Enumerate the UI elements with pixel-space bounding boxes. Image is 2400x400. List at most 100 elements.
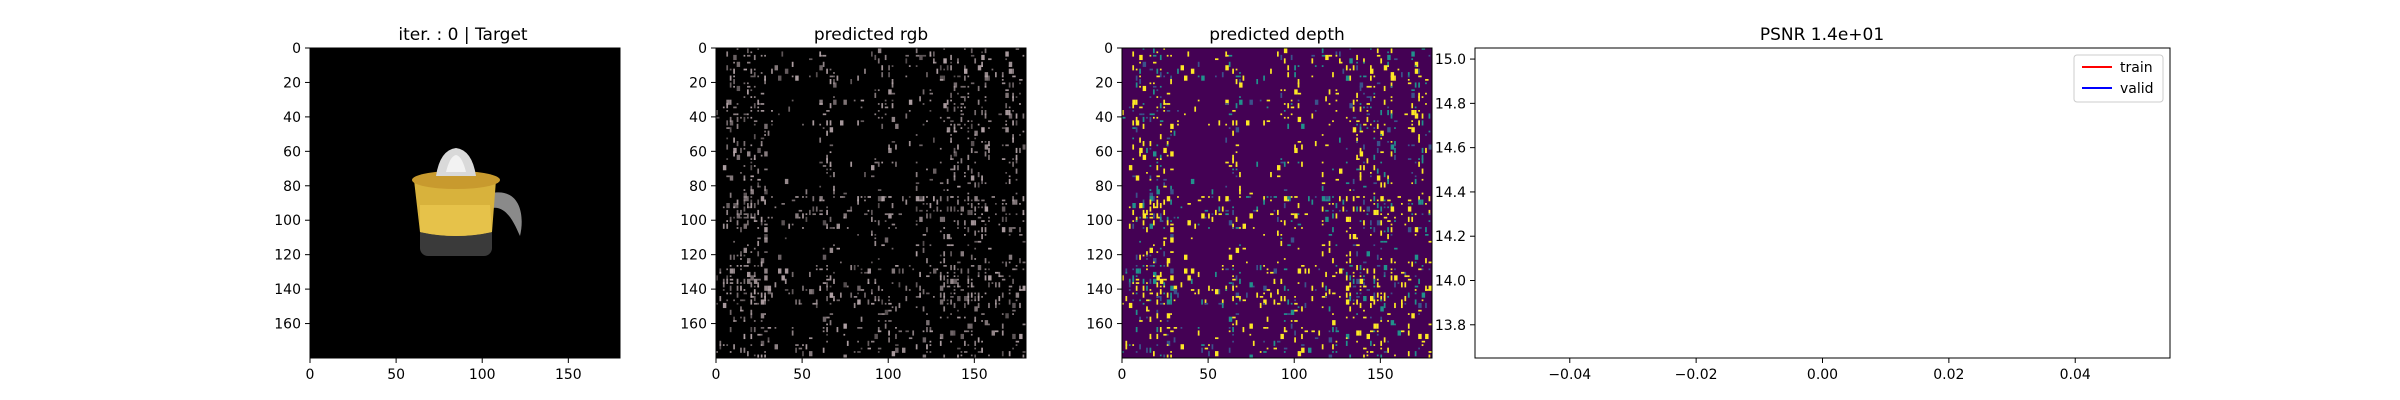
rgb-noise-pixel <box>795 299 797 305</box>
depth-noise-pixel <box>1339 137 1341 143</box>
depth-noise-pixel <box>1339 168 1343 174</box>
depth-noise-pixel <box>1156 175 1160 178</box>
rgb-noise-pixel <box>829 120 832 126</box>
rgb-noise-pixel <box>864 68 866 74</box>
rgb-noise-pixel <box>1008 275 1011 278</box>
depth-noise-pixel <box>1297 82 1300 88</box>
depth-noise-pixel <box>1380 134 1383 136</box>
rgb-noise-pixel <box>736 61 741 67</box>
depth-noise-pixel <box>1349 292 1352 298</box>
rgb-noise-pixel <box>1015 292 1020 298</box>
rgb-noise-pixel <box>757 240 760 247</box>
depth-noise-pixel <box>1387 110 1389 116</box>
depth-noise-pixel <box>1249 354 1253 358</box>
rgb-noise-pixel <box>819 209 823 212</box>
depth-noise-pixel <box>1283 268 1288 271</box>
depth-noise-pixel <box>1235 292 1240 298</box>
depth-noise-pixel <box>1139 61 1141 64</box>
rgb-noise-pixel <box>771 196 773 198</box>
depth-noise-pixel <box>1225 289 1228 291</box>
rgb-noise-pixel <box>1022 354 1025 358</box>
depth-noise-pixel <box>1304 213 1308 216</box>
rgb-noise-pixel <box>984 113 987 119</box>
rgb-noise-pixel <box>760 92 765 95</box>
depth-noise-pixel <box>1232 278 1236 281</box>
depth-noise-pixel <box>1125 271 1128 274</box>
rgb-noise-pixel <box>747 265 749 267</box>
rgb-noise-pixel <box>743 213 747 216</box>
depth-noise-pixel <box>1263 120 1265 126</box>
depth-noise-pixel <box>1149 199 1152 205</box>
rgb-noise-pixel <box>915 206 918 212</box>
rgb-noise-pixel <box>964 96 966 102</box>
rgb-noise-pixel <box>843 216 846 219</box>
depth-noise-pixel <box>1149 299 1152 302</box>
rgb-noise-pixel <box>826 285 828 291</box>
depth-noise-pixel <box>1321 172 1324 178</box>
rgb-noise-pixel <box>939 285 944 291</box>
depth-noise-pixel <box>1135 68 1138 71</box>
depth-noise-pixel <box>1153 261 1155 264</box>
target-ytick-label: 120 <box>274 248 301 264</box>
depth-noise-pixel <box>1366 333 1370 340</box>
depth-noise-pixel <box>1397 68 1400 71</box>
depth-noise-pixel <box>1287 196 1291 202</box>
depth-noise-pixel <box>1401 299 1403 305</box>
depth-noise-pixel <box>1235 75 1240 78</box>
rgb-noise-pixel <box>843 323 847 329</box>
rgb-noise-pixel <box>798 216 801 219</box>
rgb-noise-pixel <box>953 275 956 278</box>
depth-noise-pixel <box>1370 175 1372 178</box>
depth-noise-pixel <box>1345 147 1348 150</box>
depth-noise-pixel <box>1335 89 1338 92</box>
juicer-body-shade <box>420 205 492 236</box>
depth-noise-pixel <box>1418 227 1422 229</box>
depth-noise-pixel <box>1387 213 1389 216</box>
depth-noise-pixel <box>1142 220 1145 226</box>
depth-ytick-label: 140 <box>1086 282 1113 298</box>
depth-noise-pixel <box>1139 106 1143 109</box>
depth-noise-pixel <box>1328 196 1331 202</box>
rgb-noise-pixel <box>729 116 732 123</box>
depth-noise-pixel <box>1301 333 1303 340</box>
psnr-ticks: −0.04 −0.02 0.00 0.02 0.0413.814.014.214.414… <box>1435 52 2091 383</box>
rgb-noise-pixel <box>740 209 742 216</box>
rgb-noise-pixel <box>747 54 751 57</box>
rgb-noise-pixel <box>736 199 739 205</box>
rgb-noise-pixel <box>857 299 861 305</box>
rgb-noise-pixel <box>829 103 832 109</box>
rgb-noise-pixel <box>953 285 956 288</box>
rgb-noise-pixel <box>922 123 925 126</box>
rgb-noise-pixel <box>884 309 889 315</box>
rgb-noise-pixel <box>729 292 732 295</box>
rgb-noise-pixel <box>740 309 744 312</box>
depth-noise-pixel <box>1149 216 1153 219</box>
rgb-noise-pixel <box>946 271 949 274</box>
depth-noise-pixel <box>1156 51 1159 54</box>
rgb-noise-pixel <box>826 316 830 319</box>
rgb-noise-pixel <box>988 220 990 222</box>
depth-noise-pixel <box>1239 99 1243 105</box>
depth-noise-pixel <box>1290 103 1293 105</box>
rgb-noise-pixel <box>919 216 923 222</box>
depth-noise-pixel <box>1225 196 1229 202</box>
rgb-noise-pixel <box>891 213 894 216</box>
rgb-noise-pixel <box>747 261 749 264</box>
rgb-noise-pixel <box>908 289 911 291</box>
rgb-noise-pixel <box>1005 203 1008 205</box>
depth-noise-pixel <box>1349 120 1352 123</box>
depth-noise-pixel <box>1149 247 1153 253</box>
rgb-noise-pixel <box>939 116 942 119</box>
depth-noise-pixel <box>1401 302 1403 309</box>
rgb-noise-pixel <box>1001 351 1004 357</box>
rgb-noise-pixel <box>884 106 889 109</box>
rgb-noise-pixel <box>822 61 825 67</box>
rgb-noise-pixel <box>812 206 815 212</box>
depth-noise-pixel <box>1352 234 1357 240</box>
rgb-noise-pixel <box>974 306 978 312</box>
rgb-noise-pixel <box>833 72 835 74</box>
rgb-noise-pixel <box>1022 268 1025 271</box>
depth-noise-pixel <box>1153 48 1155 54</box>
depth-noise-pixel <box>1215 75 1217 78</box>
depth-noise-pixel <box>1414 213 1417 216</box>
